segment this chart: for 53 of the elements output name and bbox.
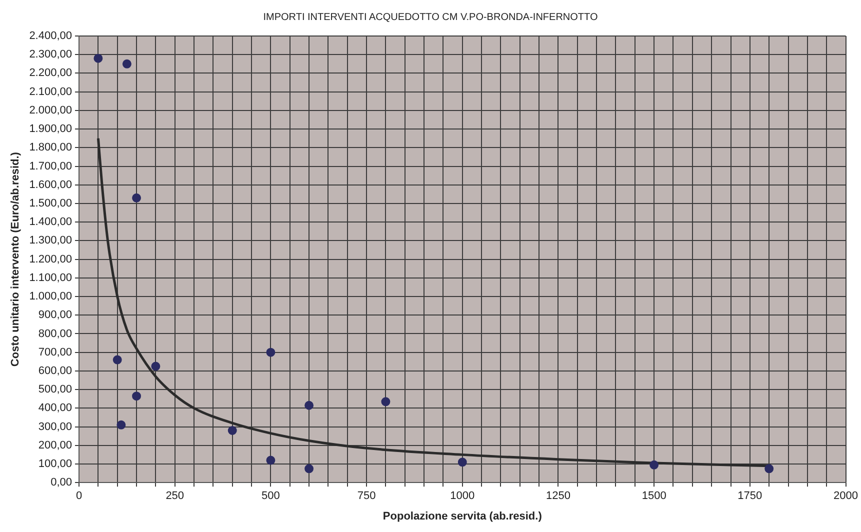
y-tick-label: 1.000,00 — [29, 290, 72, 303]
point — [458, 458, 467, 467]
y-axis-title: Costo unitario intervento (Euro/ab.resid.) — [10, 152, 22, 367]
point — [132, 193, 142, 202]
y-tick-label: 1.200,00 — [29, 253, 72, 266]
point — [122, 59, 132, 68]
y-tick-label: 1.600,00 — [29, 178, 72, 191]
x-tick-label: 1000 — [450, 490, 475, 502]
x-tick-label: 1500 — [642, 490, 666, 502]
y-tick-label: 600,00 — [38, 364, 72, 377]
y-tick-label: 1.400,00 — [29, 216, 72, 228]
y-tick-label: 400,00 — [38, 402, 72, 414]
x-tick-label: 500 — [262, 490, 280, 502]
y-tick-label: 2.400,00 — [29, 30, 72, 42]
point — [764, 464, 774, 474]
y-tick-label: 100,00 — [38, 458, 72, 470]
y-tick-label: 1.300,00 — [29, 234, 72, 247]
y-tick-label: 2.300,00 — [29, 48, 72, 61]
point — [228, 426, 237, 435]
y-tick-label: 900,00 — [38, 309, 72, 322]
point — [266, 348, 276, 357]
point — [132, 392, 142, 401]
x-tick-label: 250 — [166, 490, 184, 502]
y-tick-label: 2.200,00 — [29, 67, 72, 80]
point — [266, 456, 276, 465]
x-tick-label: 1250 — [546, 490, 570, 502]
x-tick-label: 2000 — [834, 490, 858, 502]
y-tick-label: 0,00 — [50, 476, 72, 489]
x-axis-title: Popolazione servita (ab.resid.) — [382, 510, 542, 522]
point — [650, 460, 659, 470]
y-tick-label: 2.100,00 — [29, 86, 72, 98]
x-tick-label: 1750 — [738, 490, 762, 502]
y-tick-label: 1.700,00 — [29, 160, 72, 172]
y-tick-label: 500,00 — [38, 384, 72, 396]
y-tick-label: 200,00 — [38, 439, 72, 452]
point — [94, 54, 103, 63]
y-tick-label: 1.900,00 — [29, 123, 72, 136]
point — [304, 400, 314, 410]
point — [112, 355, 122, 364]
point — [116, 420, 126, 430]
y-tick-label: 1.800,00 — [29, 142, 72, 154]
point — [304, 464, 314, 474]
y-tick-label: 300,00 — [38, 420, 72, 433]
y-tick-label: 800,00 — [38, 328, 72, 340]
point — [151, 362, 160, 371]
chart-title: IMPORTI INTERVENTI ACQUEDOTTO CM V.PO-BRONDA-INFERNOTTO — [262, 12, 599, 23]
y-tick-label: 2.000,00 — [29, 104, 72, 116]
y-tick-label: 1.100,00 — [29, 272, 72, 284]
y-tick-label: 700,00 — [38, 346, 72, 358]
point — [381, 397, 390, 406]
y-tick-label: 1.500,00 — [29, 198, 72, 210]
x-tick-label: 0 — [76, 490, 82, 502]
x-tick-label: 750 — [357, 490, 376, 502]
